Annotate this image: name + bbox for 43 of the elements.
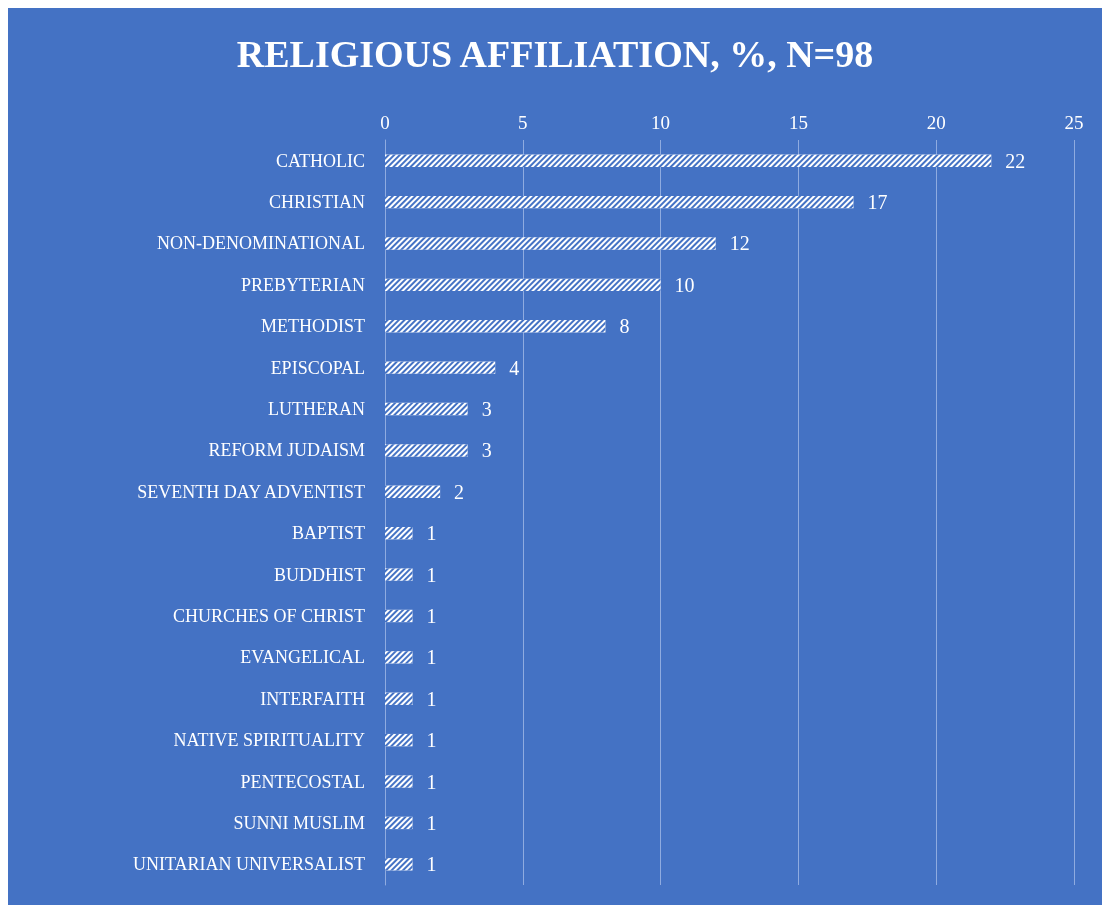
y-tick-label: LUTHERAN [268,399,365,420]
x-tick-label: 20 [926,112,946,133]
data-label: 1 [426,563,437,586]
y-tick-label: NON-DENOMINATIONAL [157,233,365,254]
data-label: 8 [619,315,630,338]
y-tick-label: REFORM JUDAISM [208,440,365,461]
y-tick-label: EPISCOPAL [270,357,365,378]
y-tick-label: METHODIST [261,316,365,337]
data-label: 1 [426,687,437,710]
y-tick-label: EVANGELICAL [240,647,365,668]
data-label: 2 [454,480,465,503]
x-tick-label: 25 [1064,112,1084,133]
data-label: 1 [426,646,437,669]
y-tick-label: SUNNI MUSLIM [233,812,365,833]
data-label: 1 [426,811,437,834]
data-label: 3 [481,439,492,462]
y-tick-label: BUDDHIST [273,564,365,585]
y-tick-label: SEVENTH DAY ADVENTIST [137,481,365,502]
y-tick-label: PENTECOSTAL [240,771,365,792]
data-label: 3 [481,398,492,421]
data-label: 1 [426,729,437,752]
y-tick-label: BAPTIST [291,523,365,544]
data-label: 1 [426,853,437,876]
y-tick-label: UNITARIAN UNIVERSALIST [132,854,365,875]
y-tick-label: NATIVE SPIRITUALITY [173,730,365,751]
x-tick-label: 0 [380,112,390,133]
data-label: 12 [729,232,750,255]
x-tick-label: 5 [518,112,528,133]
y-tick-label: CHRISTIAN [268,192,365,213]
data-label: 1 [426,522,437,545]
y-tick-label: INTERFAITH [260,688,365,709]
x-tick-label: 10 [651,112,671,133]
chart-title: RELIGIOUS AFFILIATION, %, N=98 [236,33,874,75]
data-label: 17 [867,191,888,214]
x-tick-label: 15 [788,112,808,133]
y-tick-label: CHURCHES OF CHRIST [172,605,365,626]
y-tick-label: CATHOLIC [276,150,365,171]
data-label: 1 [426,604,437,627]
data-label: 1 [426,770,437,793]
data-label: 4 [509,356,520,379]
data-label: 22 [1005,149,1026,172]
data-label: 10 [674,273,695,296]
y-tick-label: PREBYTERIAN [240,274,365,295]
